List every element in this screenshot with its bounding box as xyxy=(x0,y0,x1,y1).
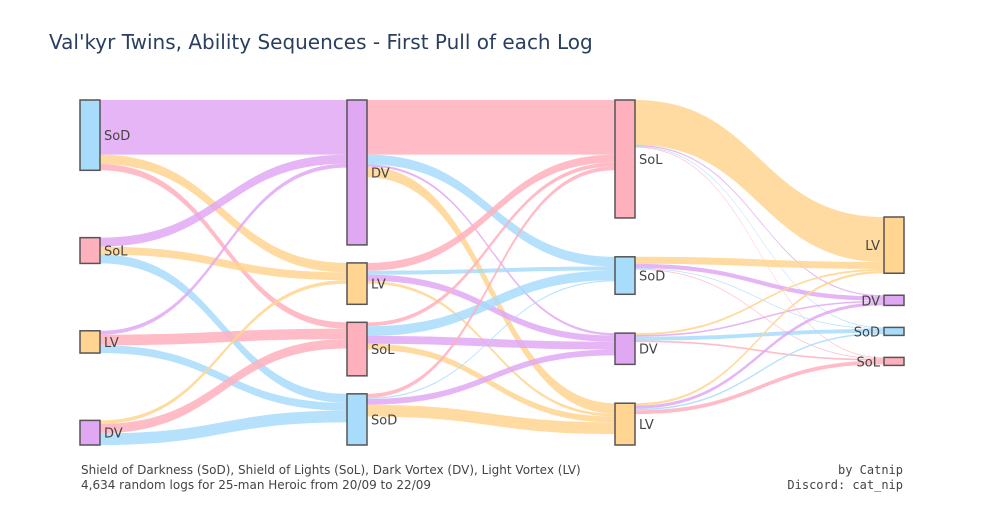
node-label-1-sol: SoL xyxy=(371,343,395,358)
link-2-sol-to-dv[interactable] xyxy=(635,144,884,297)
node-label-1-sod: SoD xyxy=(371,413,397,428)
node-label-0-dv: DV xyxy=(104,427,123,442)
node-label-1-dv: DV xyxy=(371,166,390,181)
link-2-dv-to-sol[interactable] xyxy=(635,340,884,361)
link-1-sol-to-lv[interactable] xyxy=(367,343,615,423)
node-1-sod[interactable] xyxy=(346,393,368,446)
link-0-sol-to-dv[interactable] xyxy=(100,154,347,247)
node-0-sol[interactable] xyxy=(79,236,101,265)
link-2-sol-to-lv[interactable] xyxy=(635,100,884,262)
node-2-sod[interactable] xyxy=(614,256,636,296)
nodes-layer: SoD SoL LV DV DV LV SoL SoD SoL SoD DV LV LV DV SoD SoL xyxy=(79,99,905,446)
node-label-0-sol: SoL xyxy=(104,245,128,260)
node-2-sol[interactable] xyxy=(614,99,636,219)
link-2-sod-to-sod[interactable] xyxy=(635,268,884,329)
link-0-sod-to-sol[interactable] xyxy=(100,164,347,329)
node-label-2-sod: SoD xyxy=(639,270,665,285)
node-2-dv[interactable] xyxy=(614,332,636,366)
node-3-sol[interactable] xyxy=(883,356,905,367)
node-label-0-lv: LV xyxy=(104,336,119,351)
link-0-dv-to-sol[interactable] xyxy=(100,339,347,434)
link-0-lv-to-sod[interactable] xyxy=(100,345,347,411)
link-1-sod-to-sol[interactable] xyxy=(367,166,615,398)
link-1-sol-to-dv[interactable] xyxy=(367,335,615,350)
link-0-sol-to-sod[interactable] xyxy=(100,254,347,403)
link-1-dv-to-lv[interactable] xyxy=(367,166,615,414)
link-2-sod-to-lv[interactable] xyxy=(635,256,884,269)
footnote: Shield of Darkness (SoD), Shield of Ligh… xyxy=(81,463,581,493)
link-0-lv-to-sol[interactable] xyxy=(100,328,347,346)
link-1-sol-to-sod[interactable] xyxy=(367,270,615,336)
link-2-dv-to-dv[interactable] xyxy=(635,300,884,337)
link-1-lv-to-sol[interactable] xyxy=(367,154,615,271)
node-label-2-lv: LV xyxy=(639,418,654,433)
node-3-dv[interactable] xyxy=(883,294,905,307)
link-0-sod-to-lv[interactable] xyxy=(100,154,347,273)
node-0-dv[interactable] xyxy=(79,419,101,446)
credits: by Catnip Discord: cat_nip xyxy=(787,463,903,493)
node-label-3-sod: SoD xyxy=(854,325,880,340)
link-0-sol-to-lv[interactable] xyxy=(100,246,347,281)
link-2-dv-to-sod[interactable] xyxy=(635,328,884,341)
node-label-0-sod: SoD xyxy=(104,129,130,144)
node-1-dv[interactable] xyxy=(346,99,368,246)
link-2-lv-to-sol[interactable] xyxy=(635,360,884,415)
link-0-dv-to-sod[interactable] xyxy=(100,410,347,445)
link-2-lv-to-sod[interactable] xyxy=(635,332,884,411)
link-2-sol-to-sol[interactable] xyxy=(635,146,884,359)
node-3-lv[interactable] xyxy=(883,216,905,274)
link-2-sod-to-sol[interactable] xyxy=(635,268,884,359)
link-2-sol-to-sod[interactable] xyxy=(635,146,884,329)
link-2-sod-to-dv[interactable] xyxy=(635,263,884,301)
node-1-lv[interactable] xyxy=(346,262,368,306)
node-0-lv[interactable] xyxy=(79,330,101,354)
chart-title: Val'kyr Twins, Ability Sequences - First… xyxy=(49,30,593,54)
node-label-2-dv: DV xyxy=(639,343,658,358)
link-2-lv-to-dv[interactable] xyxy=(635,302,884,409)
link-1-sol-to-sol[interactable] xyxy=(367,162,615,327)
link-0-lv-to-dv[interactable] xyxy=(100,163,347,335)
node-label-3-sol: SoL xyxy=(857,355,881,370)
link-1-sod-to-lv[interactable] xyxy=(367,404,615,435)
link-1-lv-to-dv[interactable] xyxy=(367,274,615,342)
node-1-sol[interactable] xyxy=(346,321,368,377)
link-1-dv-to-sol[interactable] xyxy=(367,100,615,155)
link-0-sod-to-dv[interactable] xyxy=(100,100,347,155)
credits-discord: Discord: cat_nip xyxy=(787,478,903,492)
node-3-sod[interactable] xyxy=(883,326,905,337)
link-1-sod-to-sod[interactable] xyxy=(367,280,615,399)
link-1-sod-to-dv[interactable] xyxy=(367,349,615,405)
links-layer xyxy=(100,100,884,445)
node-label-3-lv: LV xyxy=(865,239,880,254)
node-2-lv[interactable] xyxy=(614,402,636,446)
node-0-sod[interactable] xyxy=(79,99,101,172)
link-1-dv-to-dv[interactable] xyxy=(367,164,615,336)
link-1-lv-to-lv[interactable] xyxy=(367,280,615,417)
node-label-1-lv: LV xyxy=(371,278,386,293)
credits-author: by Catnip xyxy=(837,463,903,477)
link-0-dv-to-lv[interactable] xyxy=(100,280,347,424)
node-label-2-sol: SoL xyxy=(639,153,663,168)
link-2-lv-to-lv[interactable] xyxy=(635,270,884,406)
footnote-legend-line: Shield of Darkness (SoD), Shield of Ligh… xyxy=(81,463,581,477)
footnote-source-line: 4,634 random logs for 25-man Heroic from… xyxy=(81,478,432,492)
link-2-dv-to-lv[interactable] xyxy=(635,268,884,336)
link-1-lv-to-sod[interactable] xyxy=(367,266,615,275)
node-label-3-dv: DV xyxy=(861,294,880,309)
